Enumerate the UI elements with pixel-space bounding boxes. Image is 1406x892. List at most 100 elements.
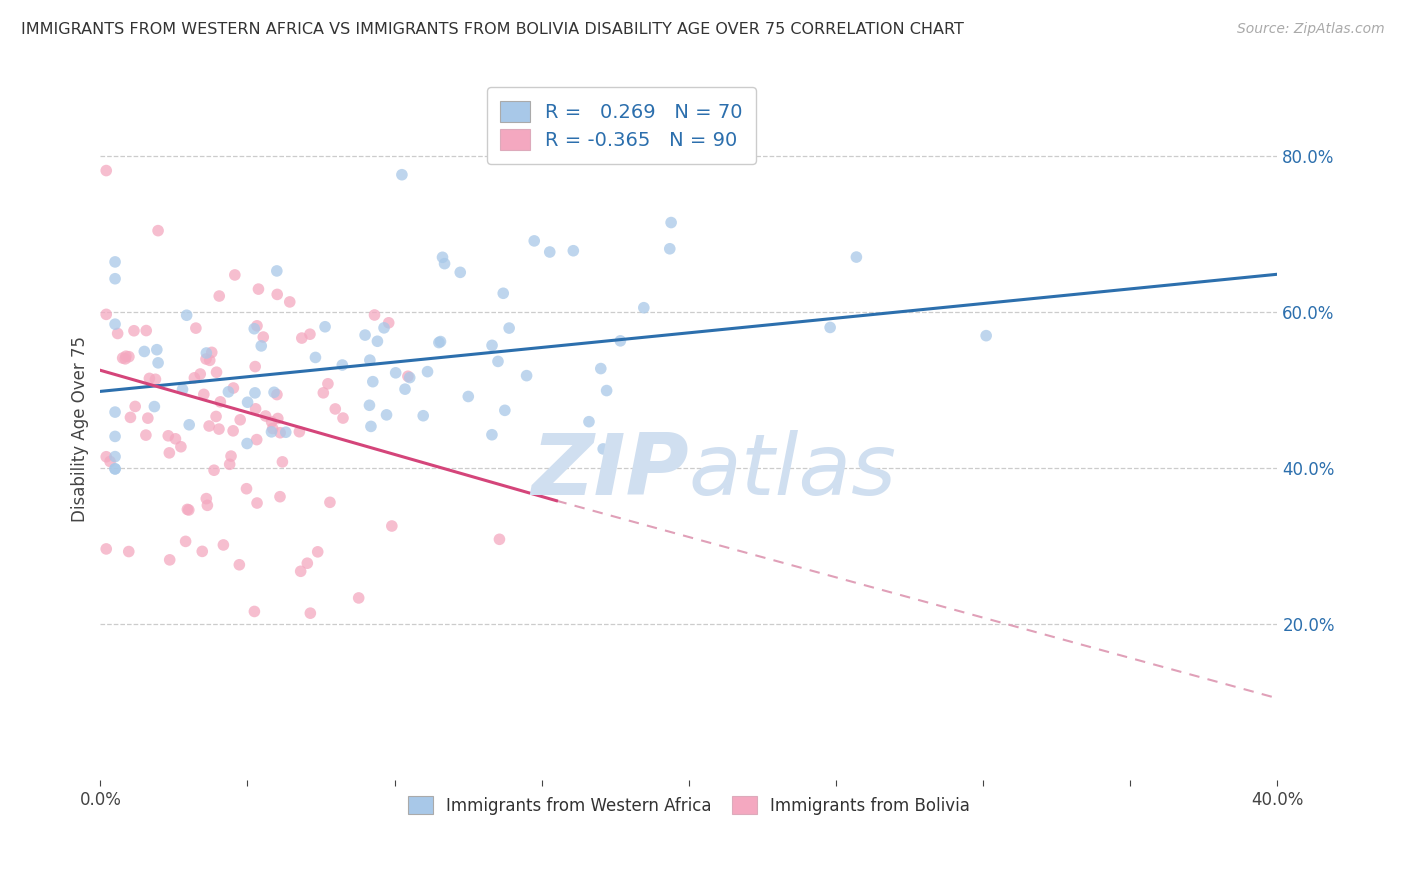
Point [157,446,180,460]
Text: IMMIGRANTS FROM WESTERN AFRICA VS IMMIGRANTS FROM BOLIVIA DISABILITY AGE OVER 75: IMMIGRANTS FROM WESTERN AFRICA VS IMMIGR… [21,22,965,37]
Point [118,544,141,558]
Point [432,250,454,264]
Point [481,427,503,442]
Text: atlas: atlas [689,430,897,513]
Point [193,387,215,401]
Point [122,324,145,338]
Point [347,591,370,605]
Point [195,346,218,360]
Point [98,454,121,468]
Point [104,255,127,269]
Point [359,353,381,368]
Point [589,361,612,376]
Point [394,382,416,396]
Point [188,367,211,381]
Point [176,308,198,322]
Point [307,545,329,559]
Point [361,375,384,389]
Point [578,415,600,429]
Point [274,425,297,440]
Point [179,417,201,432]
Point [488,533,510,547]
Point [218,458,240,472]
Point [246,433,269,447]
Point [146,343,169,357]
Point [205,409,228,424]
Point [330,358,353,372]
Point [229,413,252,427]
Point [291,331,314,345]
Point [243,359,266,374]
Point [222,424,245,438]
Point [260,415,283,429]
Point [198,419,221,434]
Point [146,224,169,238]
Point [250,339,273,353]
Point [377,316,399,330]
Point [266,387,288,401]
Point [104,317,127,331]
Point [269,425,291,440]
Point [104,429,127,443]
Point [391,168,413,182]
Point [298,327,321,342]
Point [159,553,181,567]
Point [184,321,207,335]
Point [174,534,197,549]
Point [236,395,259,409]
Point [304,351,326,365]
Point [172,383,194,397]
Point [96,450,118,464]
Point [592,442,614,456]
Point [245,401,267,416]
Point [198,353,221,368]
Point [267,411,290,425]
Point [134,344,156,359]
Point [205,365,228,379]
Point [398,370,420,384]
Point [104,450,127,464]
Point [236,436,259,450]
Point [486,354,509,368]
Point [269,490,291,504]
Point [165,432,187,446]
Point [104,405,127,419]
Point [246,496,269,510]
Point [195,499,218,513]
Point [262,421,284,435]
Point [449,265,471,279]
Point [136,411,159,425]
Point [246,318,269,333]
Point [145,372,167,386]
Point [104,271,127,285]
Point [319,495,342,509]
Point [427,335,450,350]
Point [457,389,479,403]
Point [360,419,382,434]
Point [278,294,301,309]
Point [288,425,311,439]
Point [271,455,294,469]
Point [107,326,129,341]
Point [845,250,868,264]
Point [195,491,218,506]
Point [114,351,136,366]
Point [363,308,385,322]
Point [297,556,319,570]
Point [359,398,381,412]
Point [243,604,266,618]
Point [104,462,127,476]
Point [224,268,246,282]
Point [595,384,617,398]
Point [316,376,339,391]
Point [118,350,141,364]
Point [562,244,585,258]
Point [247,282,270,296]
Point [243,322,266,336]
Point [266,287,288,301]
Point [208,289,231,303]
Point [120,410,142,425]
Point [381,519,404,533]
Y-axis label: Disability Age Over 75: Disability Age Over 75 [72,336,89,522]
Point [191,544,214,558]
